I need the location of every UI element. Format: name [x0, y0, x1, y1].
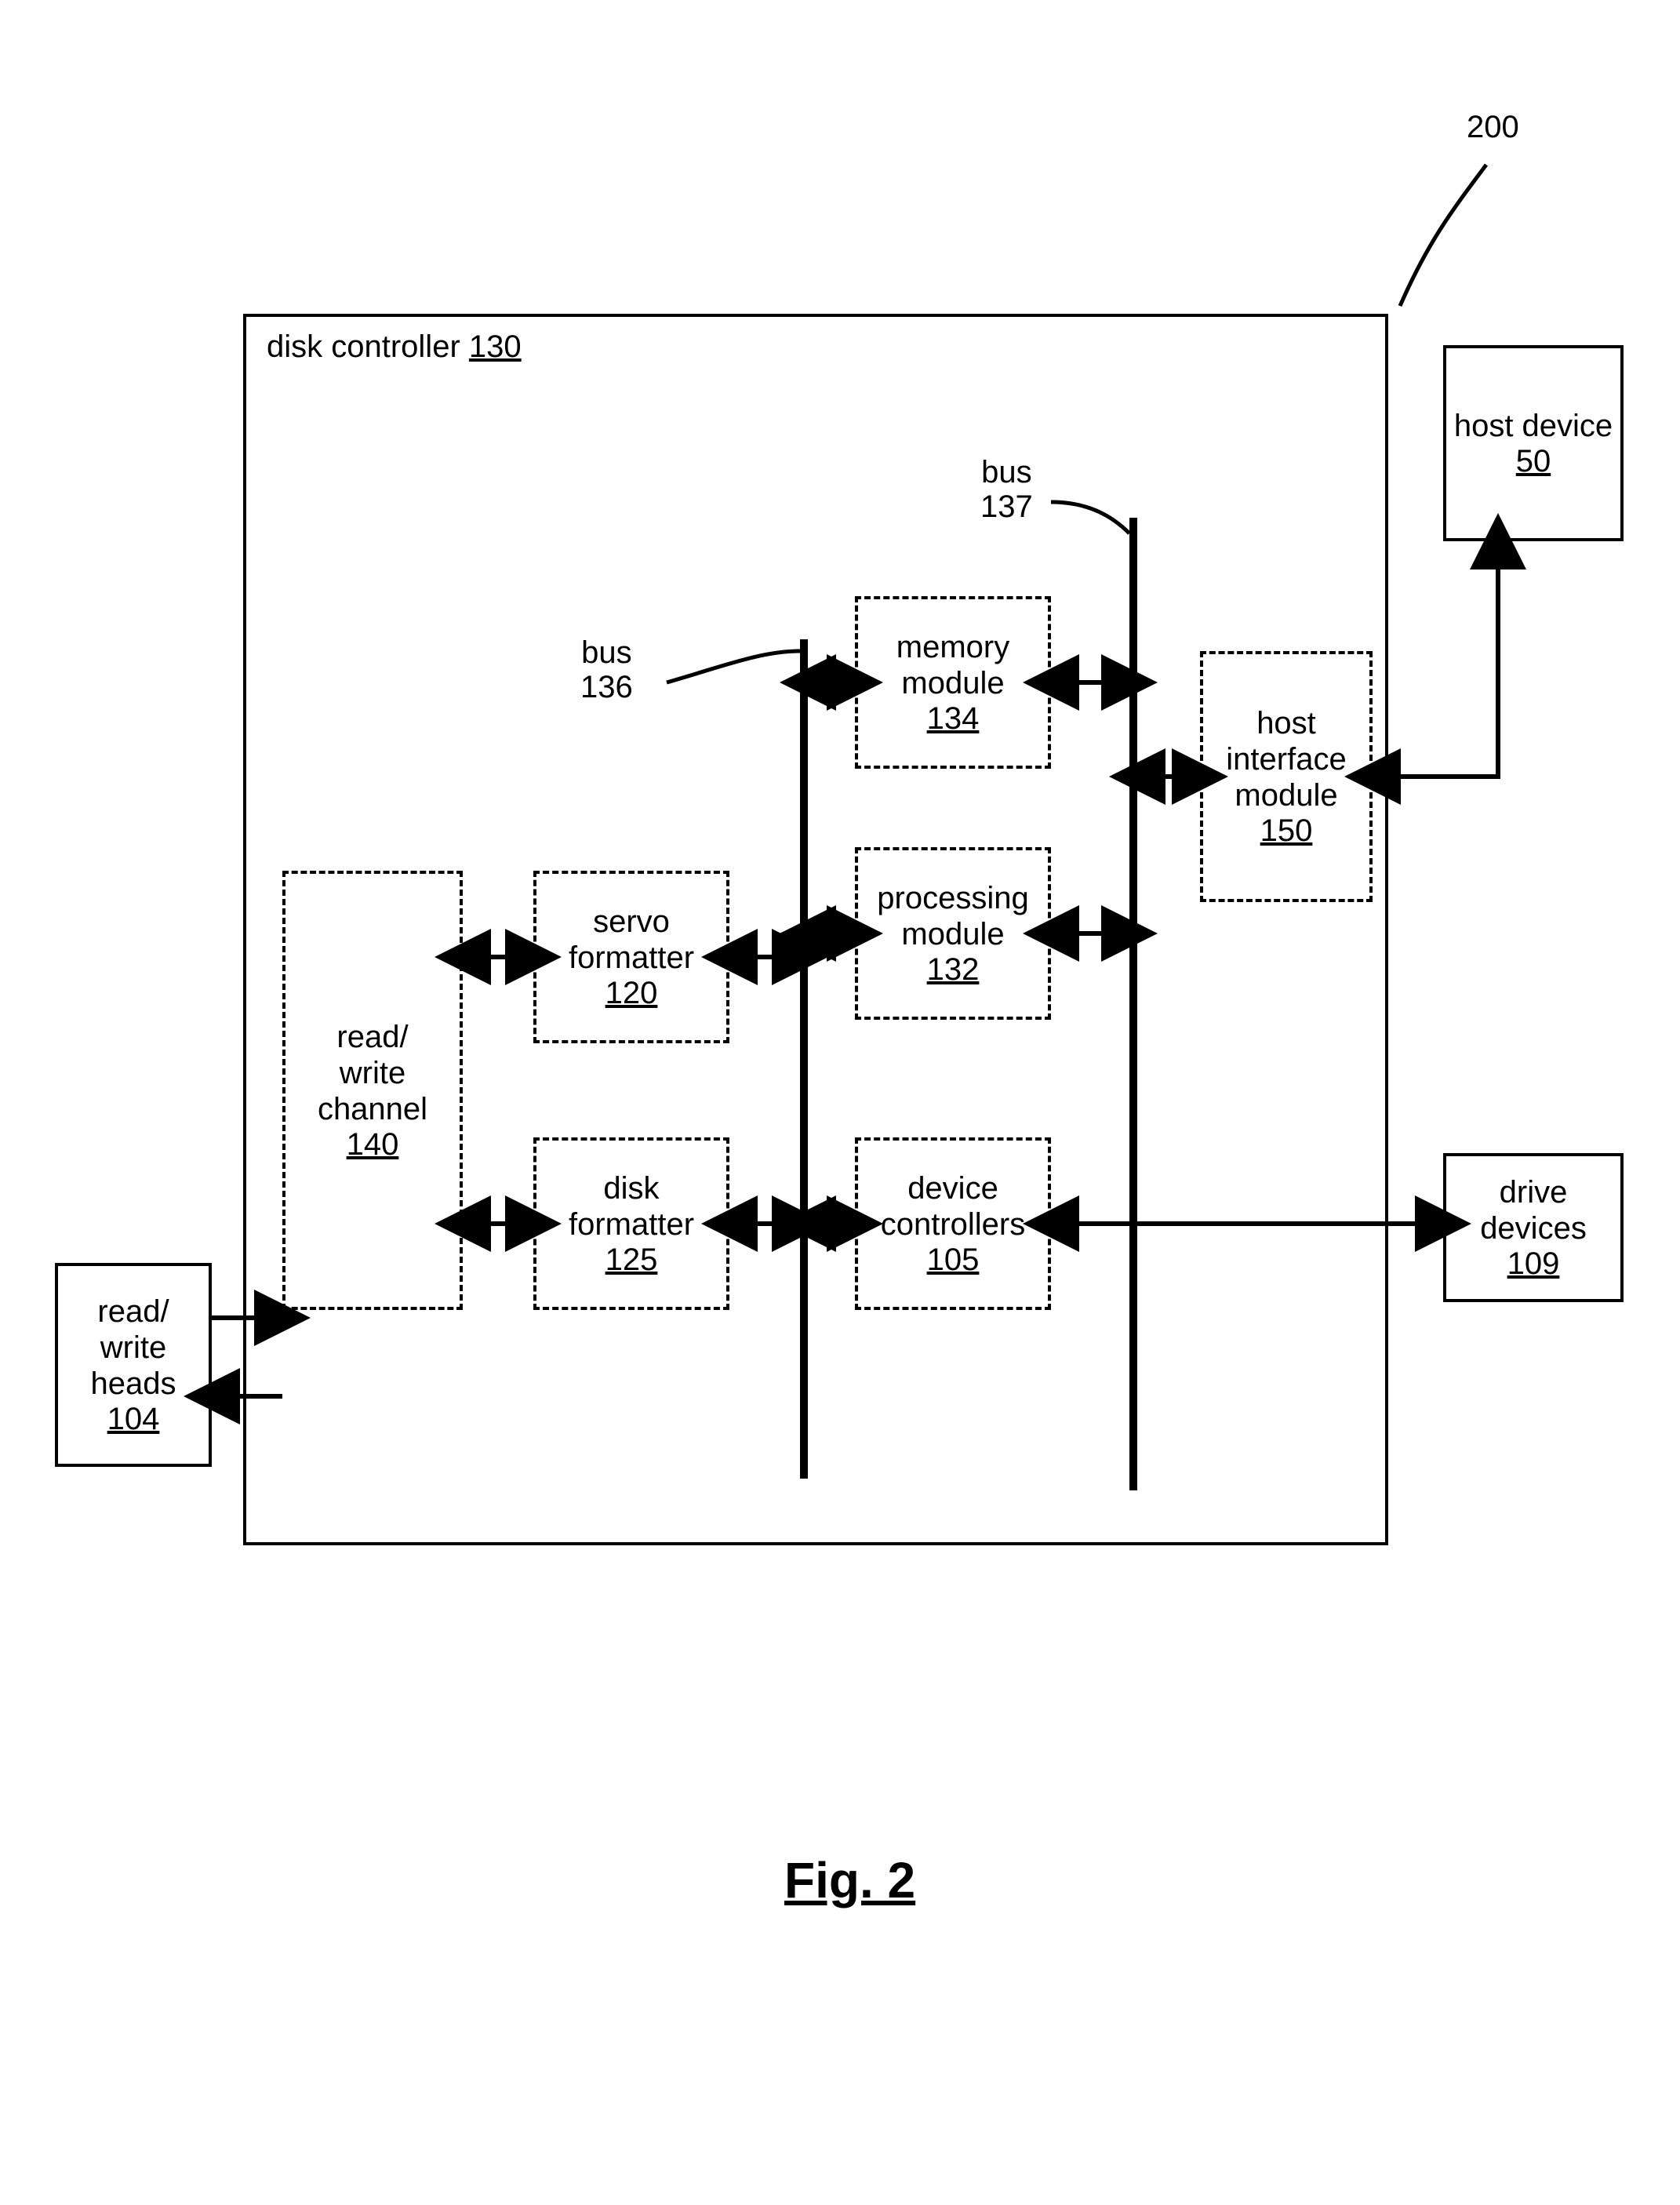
- ref-200: 200: [1467, 110, 1519, 145]
- bus-136-bar: [800, 639, 808, 1479]
- servo-formatter-box: servo formatter 120: [533, 871, 729, 1043]
- bus-136-label: bus 136: [580, 635, 633, 704]
- read-write-channel-box: read/ write channel 140: [282, 871, 463, 1310]
- disk-controller-label: disk controller 130: [267, 329, 522, 365]
- bus-137-label: bus 137: [980, 455, 1033, 524]
- host-interface-module-box: host interface module 150: [1200, 651, 1373, 902]
- bus-137-bar: [1129, 518, 1137, 1490]
- memory-module-box: memory module 134: [855, 596, 1051, 769]
- host-device-box: host device 50: [1443, 345, 1624, 541]
- processing-module-box: processing module 132: [855, 847, 1051, 1020]
- drive-devices-box: drive devices 109: [1443, 1153, 1624, 1302]
- disk-formatter-box: disk formatter 125: [533, 1137, 729, 1310]
- read-write-heads-box: read/ write heads 104: [55, 1263, 212, 1467]
- diagram-canvas: 200 disk controller 130 bus 136 bus 137 …: [31, 31, 1649, 2174]
- figure-label: Fig. 2: [784, 1851, 915, 1909]
- device-controllers-box: device controllers 105: [855, 1137, 1051, 1310]
